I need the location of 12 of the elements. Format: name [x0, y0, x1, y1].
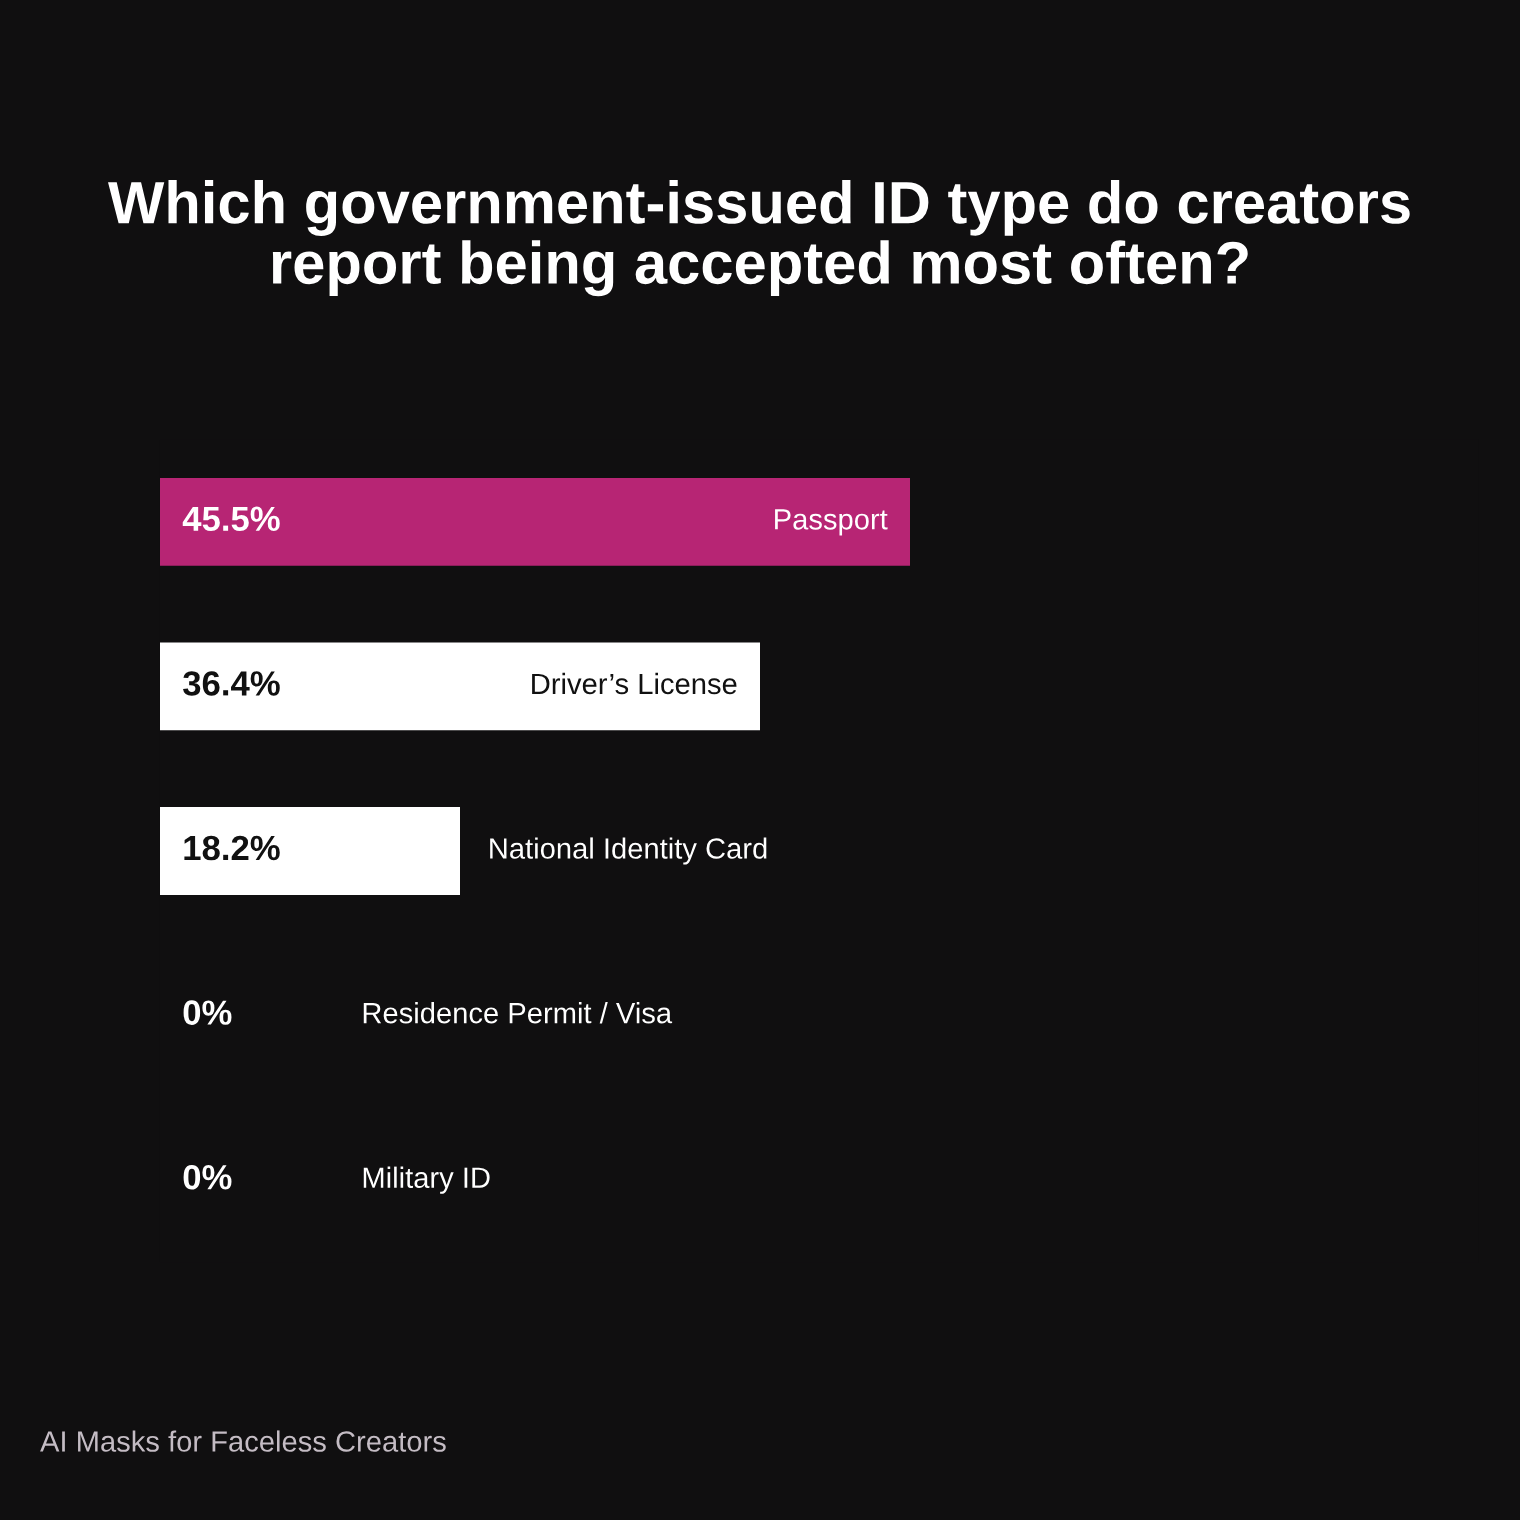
y-tick-label: Driver’s License: [532, 672, 737, 695]
text: AI Masks for Faceless Creators: [40, 1430, 446, 1452]
y-tick-label: Military ID: [363, 1166, 490, 1194]
data-label: 18.2%: [184, 835, 280, 861]
y-tick-label: Residence Permit / Visa: [363, 1002, 673, 1024]
data-label: 0%: [183, 1000, 232, 1025]
y-tick-label: Passport: [775, 509, 888, 536]
data-label: 45.5%: [182, 506, 280, 532]
data-label: 36.4%: [183, 671, 280, 696]
data-label: 0%: [183, 1164, 232, 1190]
chart-title: Which government-issued ID type do creators report being accepted most often?: [108, 180, 1410, 297]
y-tick-label: National Identity Card: [490, 837, 767, 865]
